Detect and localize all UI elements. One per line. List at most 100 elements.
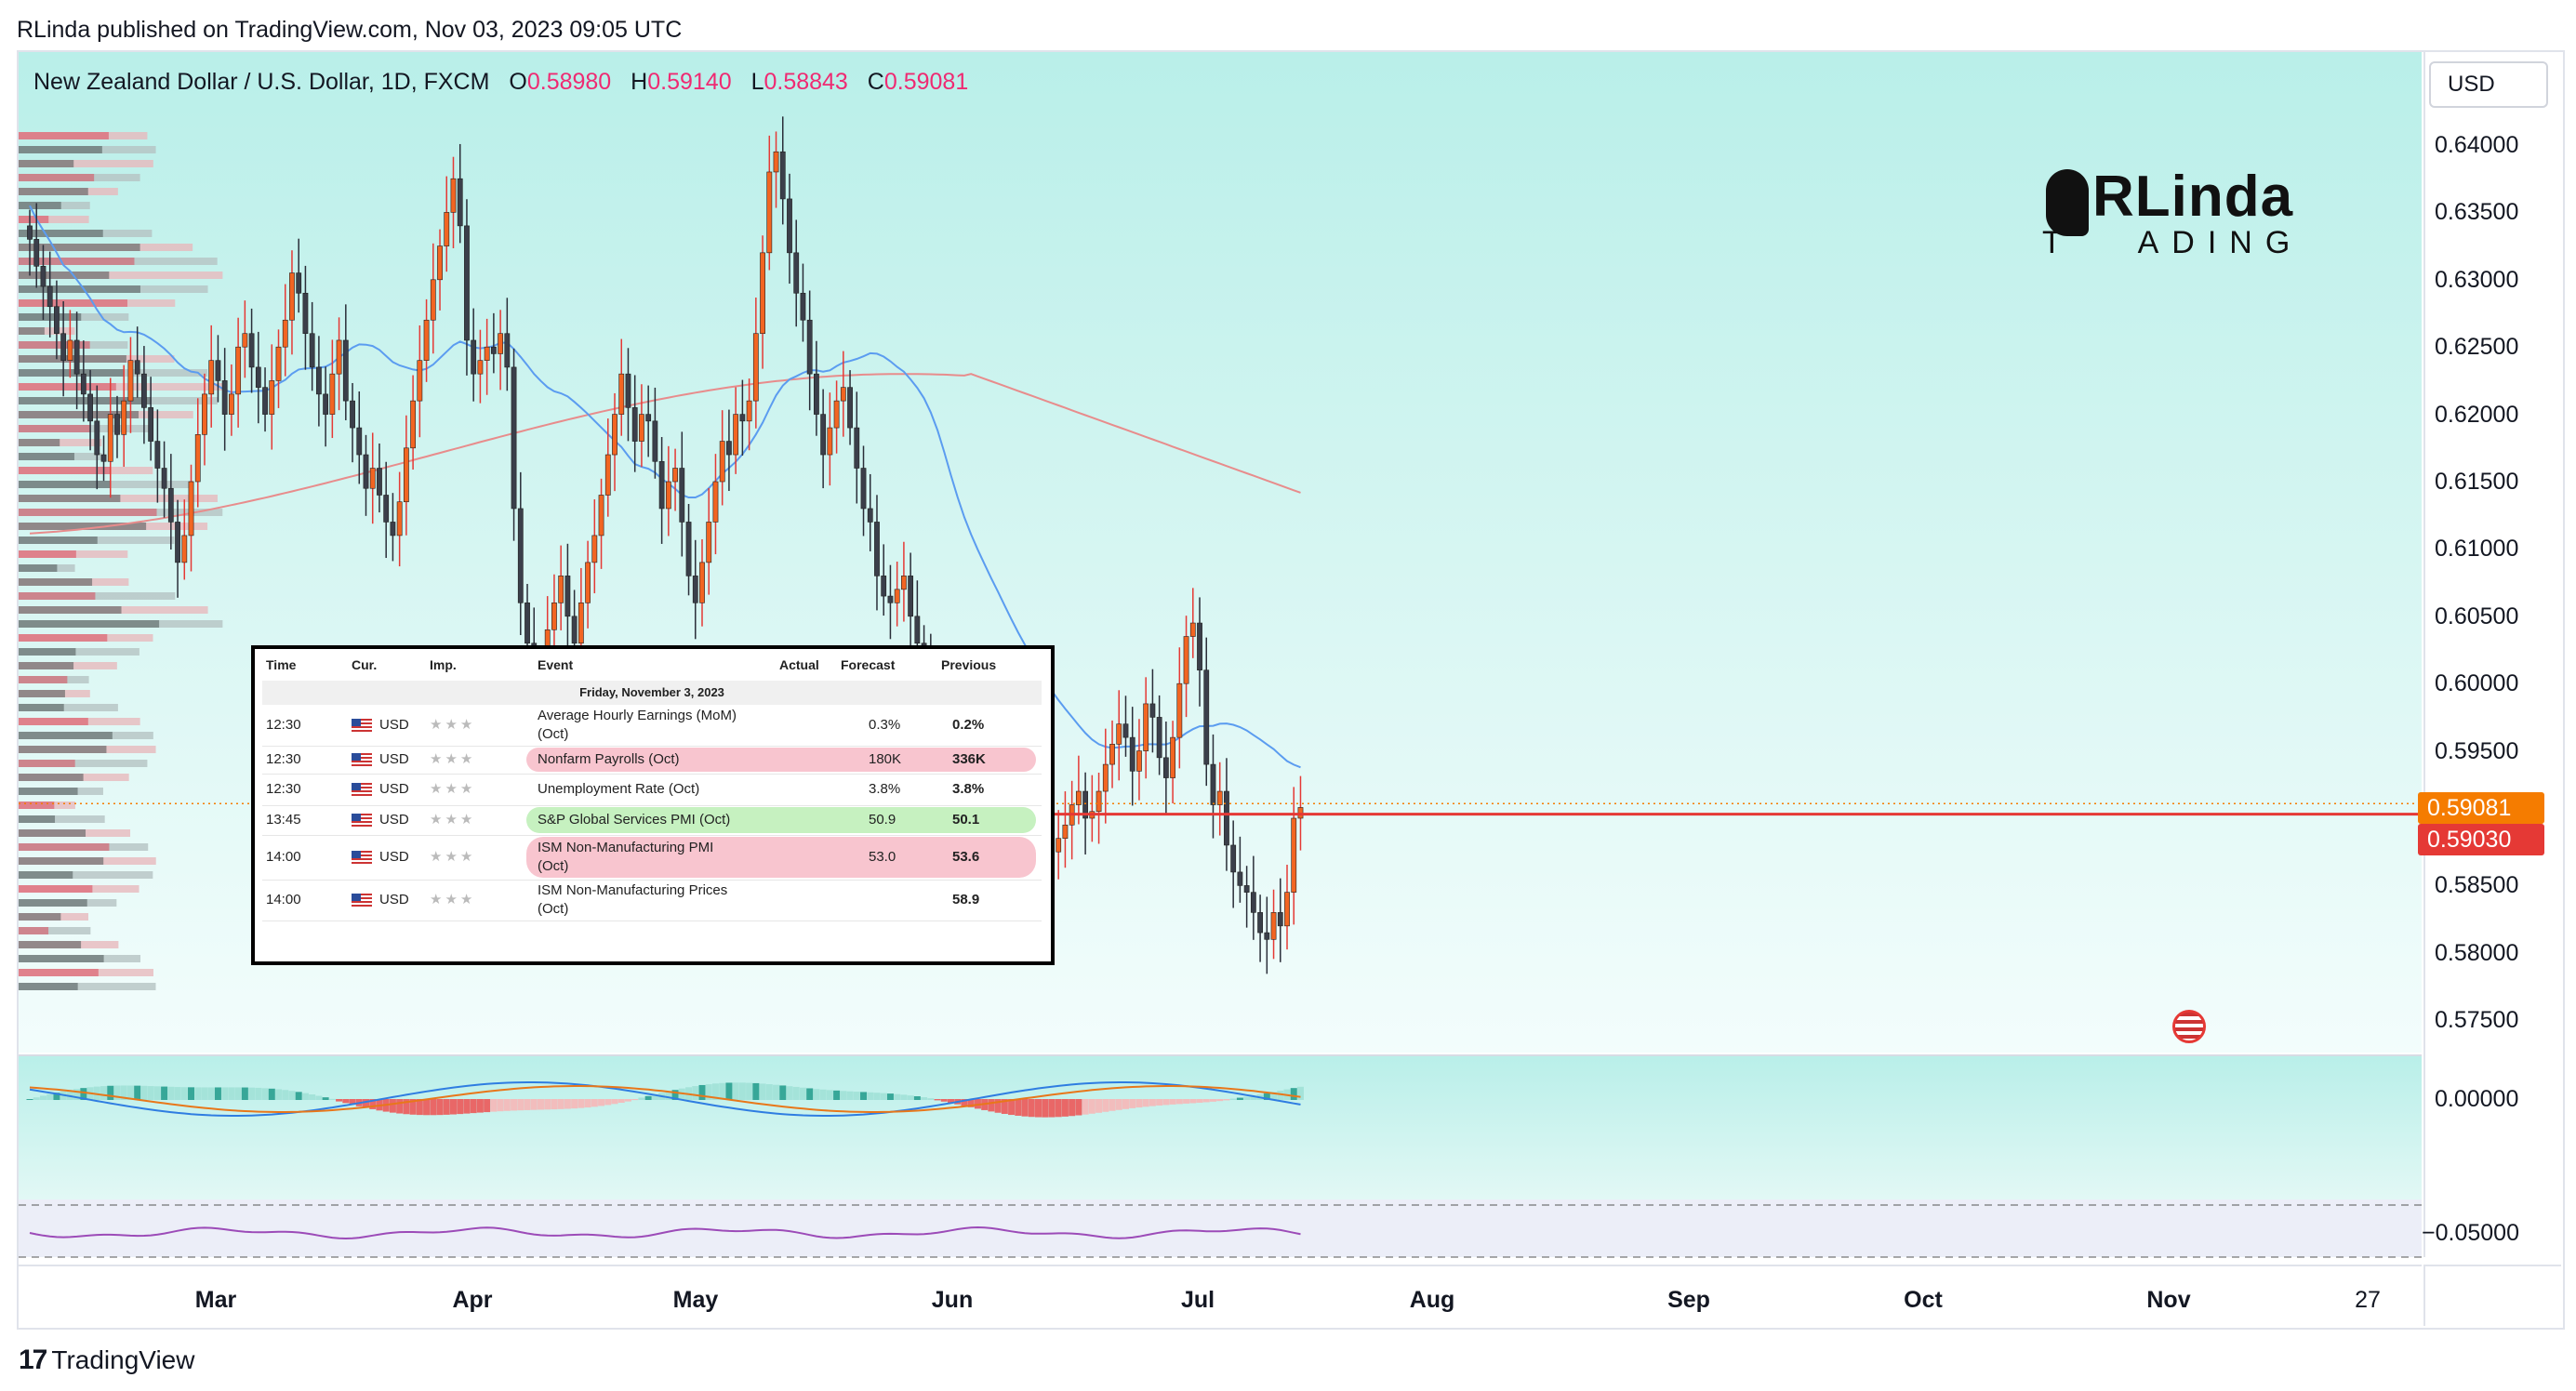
histogram-bar bbox=[1008, 1099, 1016, 1116]
volume-profile-core bbox=[19, 341, 90, 349]
price-tick: 0.57500 bbox=[2435, 1007, 2519, 1034]
calendar-row: 14:00 USD ★★★ ISM Non-Manufacturing PMI (Oct… bbox=[262, 835, 1042, 881]
tradingview-footer[interactable]: 17 TradingView bbox=[19, 1345, 194, 1376]
volume-profile-core bbox=[19, 495, 121, 502]
oscillator-pane[interactable] bbox=[19, 1054, 2422, 1199]
histogram-bar bbox=[126, 1085, 134, 1100]
price-tick: 0.61000 bbox=[2435, 536, 2519, 563]
candle-body bbox=[814, 373, 819, 415]
candle-body bbox=[900, 576, 907, 590]
volume-profile-core bbox=[19, 272, 110, 279]
histogram-bar bbox=[1270, 1092, 1278, 1100]
candle-body bbox=[652, 420, 658, 462]
candle-body bbox=[1170, 736, 1175, 778]
candle-body bbox=[202, 393, 207, 435]
histogram-bar bbox=[994, 1099, 1002, 1113]
candle-body bbox=[733, 414, 739, 456]
candle-body bbox=[551, 603, 557, 630]
price-tick: 0.60000 bbox=[2435, 670, 2519, 697]
histogram-bar bbox=[282, 1090, 289, 1100]
histogram-bar bbox=[396, 1099, 404, 1114]
candle-body bbox=[692, 576, 698, 603]
row-currency-cell: USD bbox=[352, 880, 409, 921]
volume-profile-core bbox=[19, 202, 61, 209]
candle-body bbox=[242, 333, 248, 348]
price-axis[interactable] bbox=[2423, 52, 2561, 1257]
histogram-bar bbox=[624, 1099, 631, 1102]
volume-profile-core bbox=[19, 732, 113, 739]
header-previous: Previous bbox=[941, 657, 997, 672]
candle-body bbox=[1291, 817, 1297, 893]
importance-stars-icon: ★★★ bbox=[430, 892, 476, 907]
candle-body bbox=[1284, 892, 1290, 927]
candle-body bbox=[665, 481, 671, 510]
histogram-bar bbox=[255, 1087, 262, 1100]
volume-profile-bar bbox=[19, 592, 176, 600]
row-currency: USD bbox=[379, 781, 409, 797]
histogram-bar bbox=[1021, 1099, 1029, 1117]
histogram-bar bbox=[598, 1099, 605, 1106]
volume-profile-core bbox=[19, 383, 116, 391]
price-tick: 0.63000 bbox=[2435, 266, 2519, 293]
histogram-bar bbox=[309, 1094, 316, 1100]
currency-button[interactable]: USD bbox=[2429, 61, 2548, 108]
candle-body bbox=[1095, 790, 1102, 813]
price-tick: 0.64000 bbox=[2435, 132, 2519, 158]
volume-profile-core bbox=[19, 969, 99, 976]
low-value: 0.58843 bbox=[764, 69, 848, 95]
histogram-bar bbox=[389, 1099, 396, 1113]
histogram-bar bbox=[921, 1097, 928, 1100]
candle-body bbox=[639, 414, 644, 442]
candle-body bbox=[618, 373, 625, 415]
histogram-bar bbox=[1075, 1099, 1082, 1116]
candle-body bbox=[1109, 744, 1115, 765]
row-previous: 50.1 bbox=[952, 812, 980, 828]
event-name: Average Hourly Earnings (MoM) bbox=[538, 708, 737, 723]
event-name: Unemployment Rate (Oct) bbox=[538, 781, 700, 797]
histogram-bar bbox=[846, 1091, 854, 1100]
volume-profile-core bbox=[19, 564, 58, 572]
pink-highlight bbox=[526, 837, 1036, 878]
event-name: S&P Global Services PMI (Oct) bbox=[538, 812, 731, 828]
histogram-bar bbox=[578, 1099, 585, 1108]
histogram-bar bbox=[26, 1099, 33, 1100]
calendar-row: 13:45 USD ★★★ S&P Global Services PMI (Oct)… bbox=[262, 805, 1042, 836]
candle-body bbox=[167, 487, 174, 523]
volume-profile-core bbox=[19, 592, 96, 600]
volume-profile-core bbox=[19, 174, 95, 181]
histogram-bar bbox=[1156, 1099, 1163, 1106]
histogram-bar bbox=[1001, 1099, 1008, 1114]
histogram-bar bbox=[470, 1099, 477, 1114]
candle-body bbox=[1056, 838, 1062, 853]
volume-profile-bar bbox=[19, 983, 156, 990]
symbol-legend[interactable]: New Zealand Dollar / U.S. Dollar, 1D, FX… bbox=[33, 69, 968, 96]
rsi-pane[interactable] bbox=[19, 1199, 2422, 1257]
histogram-bar bbox=[443, 1099, 450, 1115]
histogram-bar bbox=[33, 1097, 40, 1100]
histogram-bar bbox=[813, 1089, 820, 1100]
candle-body bbox=[645, 414, 652, 422]
chart-frame bbox=[17, 50, 2565, 1330]
histogram-bar bbox=[1095, 1099, 1103, 1113]
candle-body bbox=[464, 225, 470, 341]
calendar-row: 12:30 USD ★★★ Average Hourly Earnings (MoM)… bbox=[262, 705, 1042, 747]
histogram-bar bbox=[1082, 1099, 1089, 1115]
candle-body bbox=[33, 239, 40, 267]
histogram-bar bbox=[1229, 1098, 1237, 1100]
histogram-bar bbox=[886, 1093, 894, 1100]
symbol-title: New Zealand Dollar / U.S. Dollar, 1D, FX… bbox=[33, 69, 490, 95]
candle-body bbox=[1277, 912, 1283, 927]
histogram-bar bbox=[134, 1085, 141, 1100]
us-flag-event-icon[interactable] bbox=[2172, 1010, 2206, 1043]
histogram-bar bbox=[1243, 1096, 1251, 1100]
histogram-bar bbox=[430, 1099, 437, 1116]
candle-body bbox=[787, 198, 792, 254]
histogram-bar bbox=[349, 1099, 356, 1106]
candle-body bbox=[1062, 824, 1069, 840]
time-axis[interactable] bbox=[19, 1265, 2422, 1326]
histogram-bar bbox=[1189, 1099, 1197, 1104]
candle-body bbox=[208, 360, 215, 395]
histogram-bar bbox=[853, 1092, 860, 1100]
candle-body bbox=[1129, 736, 1135, 772]
volume-profile-bar bbox=[19, 160, 153, 167]
